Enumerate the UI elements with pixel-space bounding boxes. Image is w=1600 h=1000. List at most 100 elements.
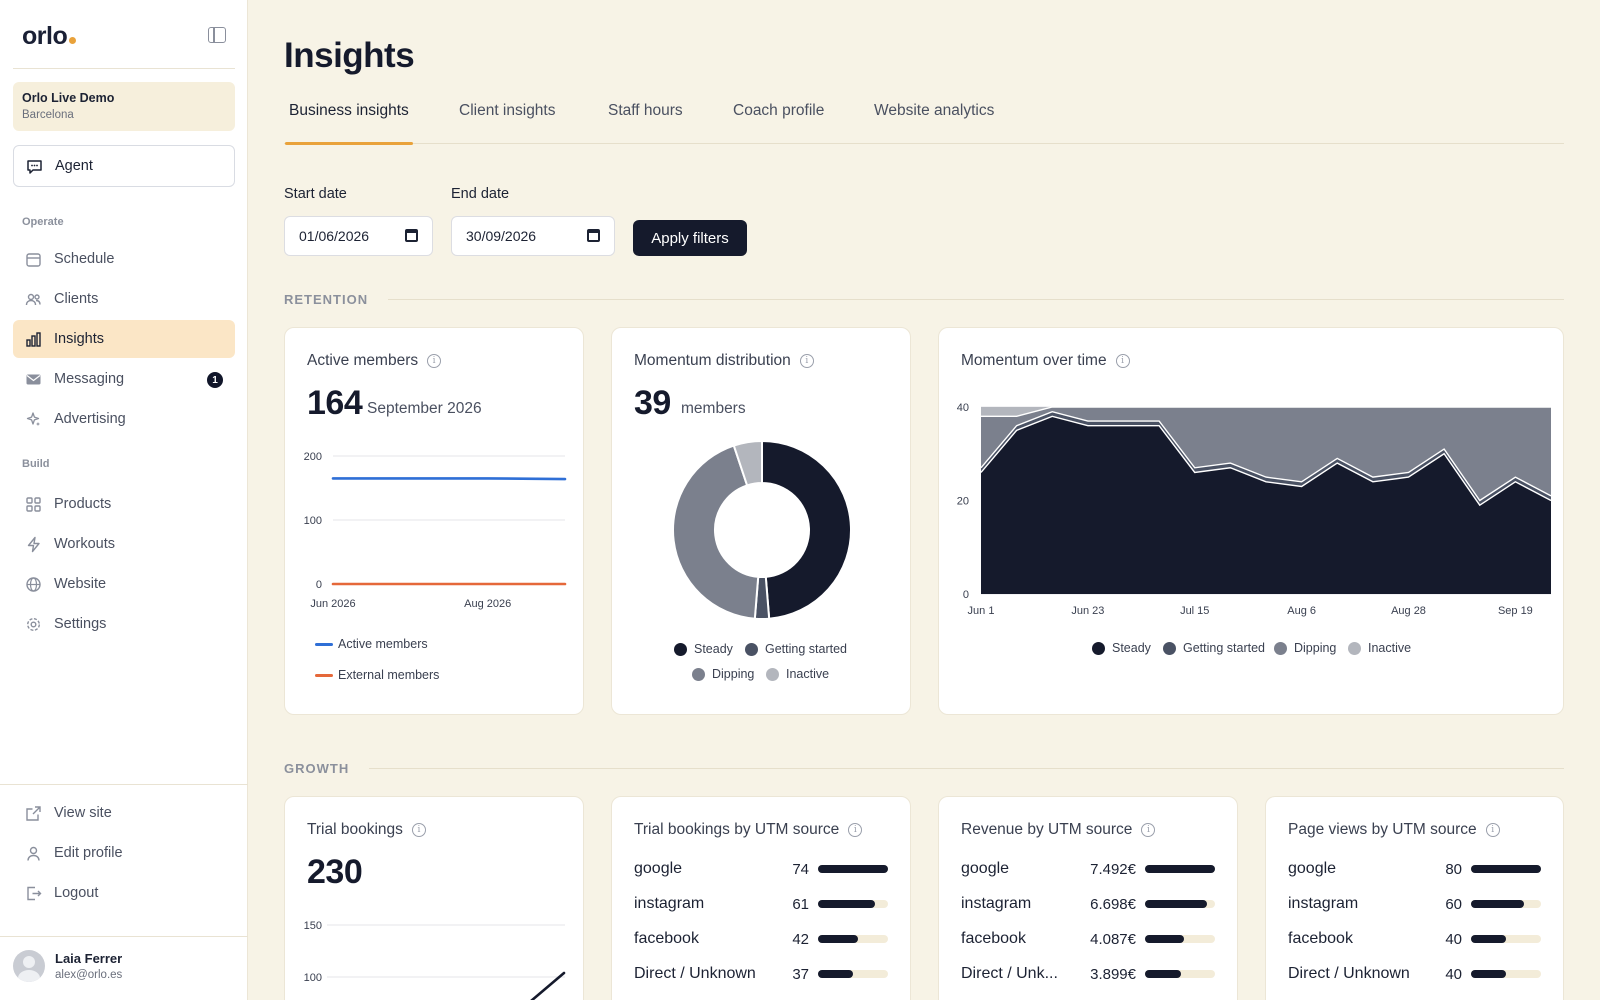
sidebar-item-label: Insights: [54, 331, 104, 347]
globe-icon: [25, 576, 42, 593]
legend-item: Dipping: [692, 667, 754, 681]
sidebar-item-edit-profile[interactable]: Edit profile: [13, 834, 235, 872]
utm-bar-track: [1145, 970, 1215, 978]
tab-staff-hours[interactable]: Staff hours: [608, 102, 683, 119]
calendar-icon[interactable]: [587, 229, 600, 242]
utm-source-label: google: [1288, 860, 1337, 877]
end-date-input[interactable]: 30/09/2026: [451, 216, 615, 256]
info-icon[interactable]: i: [1485, 823, 1500, 837]
utm-bar-track: [818, 970, 888, 978]
card-title: Momentum over time i: [961, 352, 1130, 370]
utm-row: google 74: [634, 857, 888, 881]
legend-label: Inactive: [1368, 641, 1412, 655]
legend-swatch: [1163, 641, 1176, 655]
sidebar-item-label: Advertising: [54, 411, 126, 427]
y-tick-label: 20: [957, 496, 969, 508]
sidebar-item-clients[interactable]: Clients: [13, 280, 235, 318]
area-boundary-getting-started: [980, 410, 1552, 502]
momentum-members-unit: members: [681, 400, 746, 417]
sidebar-item-schedule[interactable]: Schedule: [13, 240, 235, 278]
sidebar-item-website[interactable]: Website: [13, 565, 235, 603]
utm-source-value: 4.087€: [1090, 930, 1136, 948]
end-date-value: 30/09/2026: [466, 228, 537, 244]
utm-source-label: instagram: [1288, 895, 1359, 912]
x-tick-label: Jun 2026: [310, 598, 355, 610]
tab-client-insights[interactable]: Client insights: [459, 102, 556, 119]
legend-label: External members: [338, 668, 440, 682]
start-date-input[interactable]: 01/06/2026: [284, 216, 433, 256]
legend-label: Active members: [338, 637, 428, 651]
sidebar-collapse-icon[interactable]: [208, 27, 226, 43]
utm-source-value: 61: [792, 895, 809, 913]
revenue-utm-card: Revenue by UTM source i google 7.492€ insta…: [938, 796, 1238, 1000]
info-icon[interactable]: i: [427, 354, 442, 368]
utm-bar-fill: [818, 970, 853, 978]
sidebar-item-products[interactable]: Products: [13, 485, 235, 523]
sidebar-item-label: Clients: [54, 291, 99, 307]
calendar-icon[interactable]: [405, 229, 418, 242]
x-tick-label: Jun 23: [1071, 605, 1104, 617]
utm-row: google 80: [1288, 857, 1541, 881]
x-tick-label: Aug 6: [1287, 605, 1316, 617]
sidebar-item-insights[interactable]: Insights: [13, 320, 235, 358]
sidebar-item-workouts[interactable]: Workouts: [13, 525, 235, 563]
tab-business-insights[interactable]: Business insights: [285, 102, 413, 145]
sidebar: orlo Orlo Live Demo Barcelona Agent Oper…: [0, 0, 248, 1000]
x-tick-label: Jun 1: [968, 605, 995, 617]
sidebar-item-view-site[interactable]: View site: [13, 794, 235, 832]
legend-swatch: [674, 642, 687, 656]
area-dipping: [981, 407, 1551, 501]
utm-source-label: Direct / Unk...: [961, 965, 1058, 982]
orlo-logo[interactable]: orlo: [22, 22, 77, 51]
start-date-value: 01/06/2026: [299, 228, 370, 244]
legend-item: Active members: [315, 637, 428, 651]
utm-row: facebook 42: [634, 927, 888, 951]
logout-icon: [25, 885, 42, 902]
utm-source-label: Direct / Unknown: [634, 965, 756, 982]
sidebar-item-advertising[interactable]: Advertising: [13, 400, 235, 438]
utm-source-label: google: [961, 860, 1010, 877]
legend-item: Inactive: [766, 667, 829, 681]
sidebar-item-logout[interactable]: Logout: [13, 874, 235, 912]
sidebar-item-label: Edit profile: [54, 845, 123, 861]
utm-source-label: instagram: [961, 895, 1032, 912]
x-tick-label: Aug 28: [1391, 605, 1426, 617]
info-icon[interactable]: i: [848, 823, 863, 837]
section-title: GROWTH: [284, 761, 350, 776]
info-icon[interactable]: i: [411, 823, 426, 837]
x-tick-label: Aug 2026: [464, 598, 511, 610]
sidebar-item-messaging[interactable]: Messaging 1: [13, 360, 235, 398]
apply-filters-button[interactable]: Apply filters: [633, 220, 747, 256]
trial-utm-card: Trial bookings by UTM source i google 74 in…: [611, 796, 911, 1000]
mail-icon: [25, 371, 42, 388]
card-title-text: Trial bookings: [307, 821, 403, 838]
card-title: Trial bookings i: [307, 821, 426, 839]
info-icon[interactable]: i: [1115, 354, 1130, 368]
tab-website-analytics[interactable]: Website analytics: [874, 102, 995, 119]
legend-swatch: [1092, 641, 1105, 655]
legend-label: Inactive: [786, 667, 830, 681]
info-icon[interactable]: i: [799, 354, 814, 368]
utm-source-label: Direct / Unknown: [1288, 965, 1410, 982]
donut-slice-inactive: [732, 440, 763, 487]
momentum-area-chart: 40 20 0 Jun 1 Jun 23 Jul 15 Aug 6 Aug 28 Sep 19: [957, 402, 1552, 617]
utm-source-value: 37: [792, 965, 809, 983]
logo-dot: [69, 37, 77, 44]
area-boundary-dipping: [981, 406, 1551, 418]
tab-coach-profile[interactable]: Coach profile: [733, 102, 825, 119]
card-title-text: Momentum over time: [961, 352, 1107, 369]
bar-chart-icon: [25, 331, 42, 348]
section-rule: [388, 299, 1564, 300]
utm-row: Direct / Unk... 3.899€: [961, 962, 1215, 986]
agent-button[interactable]: Agent: [13, 145, 235, 187]
sidebar-item-label: View site: [54, 805, 112, 821]
user-profile[interactable]: Laia Ferrer alex@orlo.es: [13, 950, 122, 982]
info-icon[interactable]: i: [1141, 823, 1156, 837]
utm-bar-track: [1471, 865, 1541, 873]
momentum-over-time-card: Momentum over time i 40 20 0 Jun 1 Jun 23 Jul …: [938, 327, 1564, 715]
legend-item: Inactive: [1348, 641, 1411, 655]
sidebar-item-settings[interactable]: Settings: [13, 605, 235, 643]
utm-row: google 7.492€: [961, 857, 1215, 881]
organization-switcher[interactable]: Orlo Live Demo Barcelona: [13, 82, 235, 131]
utm-bar-fill: [1145, 865, 1215, 873]
